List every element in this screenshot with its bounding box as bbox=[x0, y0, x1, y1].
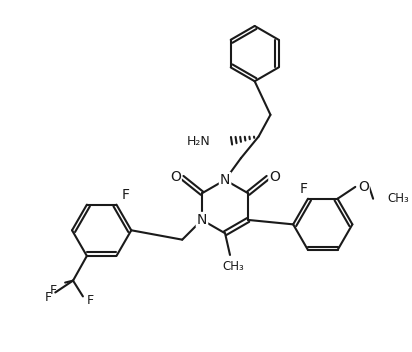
Text: O: O bbox=[358, 180, 369, 194]
Text: O: O bbox=[269, 170, 280, 184]
Text: F: F bbox=[300, 182, 308, 196]
Text: F: F bbox=[122, 188, 129, 202]
Text: N: N bbox=[197, 213, 207, 227]
Text: CH₃: CH₃ bbox=[387, 192, 409, 205]
Text: H₂N: H₂N bbox=[187, 135, 210, 148]
Text: N: N bbox=[220, 173, 230, 187]
Text: F: F bbox=[86, 294, 94, 307]
Text: CH₃: CH₃ bbox=[222, 260, 244, 273]
Text: O: O bbox=[170, 170, 181, 184]
Text: F: F bbox=[45, 291, 52, 304]
Text: F: F bbox=[50, 284, 57, 297]
